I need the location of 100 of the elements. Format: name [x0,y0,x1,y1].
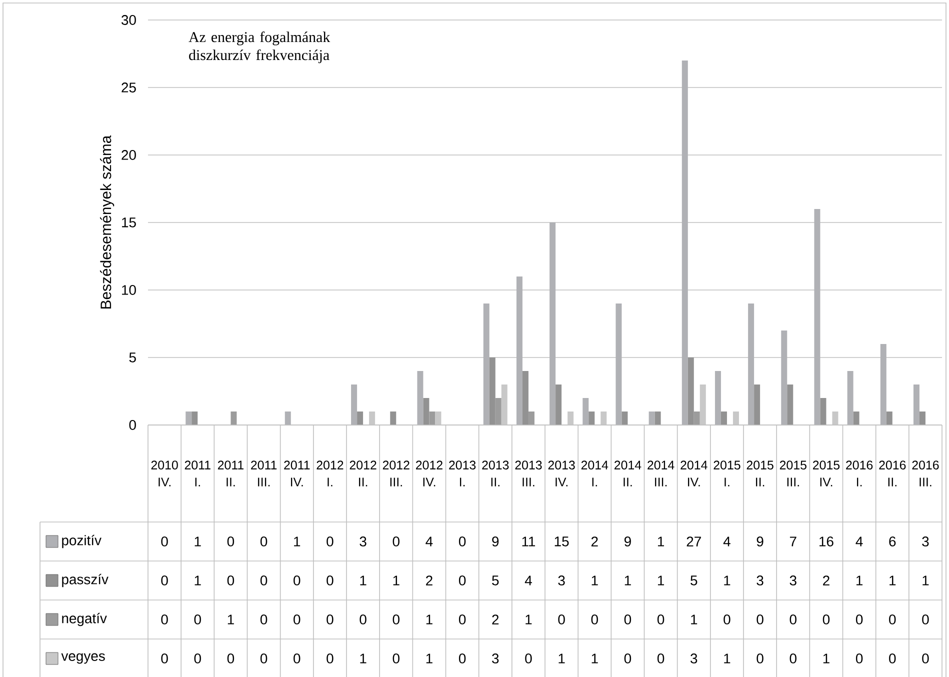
data-label: 9 [624,536,631,546]
data-label: 0 [657,654,664,664]
x-tick-label: 2015 IV. [812,460,840,486]
bar [556,384,562,425]
data-label: 2 [823,576,830,586]
data-label: 0 [194,614,201,624]
data-label: 0 [392,536,400,546]
x-tick-label: 2013 II. [482,460,509,486]
bar [357,412,364,425]
data-label: 0 [624,614,632,624]
x-tick-label: 2014 IV. [680,460,708,486]
data-label: 1 [194,536,201,546]
data-label: 2 [426,576,432,586]
data-label: 0 [392,654,400,664]
bar [284,412,291,425]
data-label: 9 [492,536,499,546]
bar [787,384,794,425]
y-tick-label: 15 [122,218,136,228]
data-label: 7 [790,536,796,546]
x-tick-label: 2011 I. [184,460,210,486]
data-label: 1 [294,536,300,546]
data-label: 1 [360,654,366,664]
x-tick-label: 2015 II. [746,460,774,486]
data-label: 0 [294,576,300,586]
x-tick-label: 2012 III. [382,460,410,486]
data-label: 1 [691,614,698,624]
bar [853,412,860,425]
data-label: 0 [260,614,268,624]
bar [682,60,688,425]
data-label: 5 [492,576,499,586]
bar [390,412,396,425]
data-label: 0 [260,576,268,586]
data-label: 0 [724,614,730,624]
data-label: 0 [161,536,168,546]
data-label: 27 [686,536,701,546]
data-label: 0 [458,576,466,586]
data-label: 0 [756,654,764,664]
data-label: 1 [592,576,598,586]
data-label: 0 [326,654,334,664]
bar [417,371,424,425]
data-label: 1 [194,576,201,586]
data-label: 1 [360,576,366,586]
data-label: 0 [326,576,334,586]
bar [654,412,661,425]
x-tick-label: 2012 IV. [416,460,442,486]
legend-label: vegyes [61,653,105,664]
data-label: 0 [227,576,234,586]
data-label: 0 [856,654,863,664]
data-label: 3 [756,576,764,586]
data-label: 0 [790,654,796,664]
x-tick-label: 2015 I. [714,460,740,486]
y-axis-title: Beszédesemények száma [100,135,114,308]
data-label: 1 [658,536,664,546]
data-label: 1 [228,614,234,624]
data-label: 0 [227,654,234,664]
data-label: 3 [492,654,499,664]
data-label: 0 [856,614,863,624]
data-label: 5 [690,576,698,586]
y-tick-label: 10 [122,285,136,295]
y-tick-label: 20 [122,150,136,160]
legend-label: negatív [62,612,107,626]
y-tick-label: 0 [129,420,136,430]
bar [351,384,358,425]
data-label: 0 [458,614,466,624]
bar [880,344,886,425]
data-label: 2 [591,536,598,546]
data-label: 1 [890,576,896,586]
data-label: 2 [492,614,499,624]
data-label: 0 [161,614,168,624]
data-label: 0 [161,654,168,664]
bar [588,412,595,425]
x-tick-label: 2012 I. [316,460,344,486]
data-label: 4 [426,536,433,546]
bar [913,384,920,425]
x-tick-label: 2014 III. [648,460,674,486]
bar [781,330,788,425]
bar [748,304,754,425]
data-label: 3 [360,536,366,546]
data-label: 1 [922,576,929,586]
data-label: 0 [558,614,565,624]
data-label: 0 [889,614,896,624]
x-tick-label: 2013 I. [449,460,476,486]
data-label: 0 [756,614,764,624]
data-label: 1 [624,576,631,586]
data-label: 0 [326,614,334,624]
data-label: 0 [922,614,929,624]
x-tick-label: 2015 III. [780,460,806,486]
x-tick-label: 2013 IV. [548,460,575,486]
data-label: 3 [922,536,929,546]
data-label: 1 [724,576,730,586]
data-label: 3 [690,654,698,664]
bar [720,412,727,425]
data-label: 0 [294,614,300,624]
bar [814,209,820,425]
bar [847,371,854,425]
data-label: 0 [326,536,334,546]
x-tick-label: 2016 III. [912,460,939,486]
bar [714,371,721,425]
data-label: 0 [822,614,830,624]
legend-label: passzív [62,574,108,588]
